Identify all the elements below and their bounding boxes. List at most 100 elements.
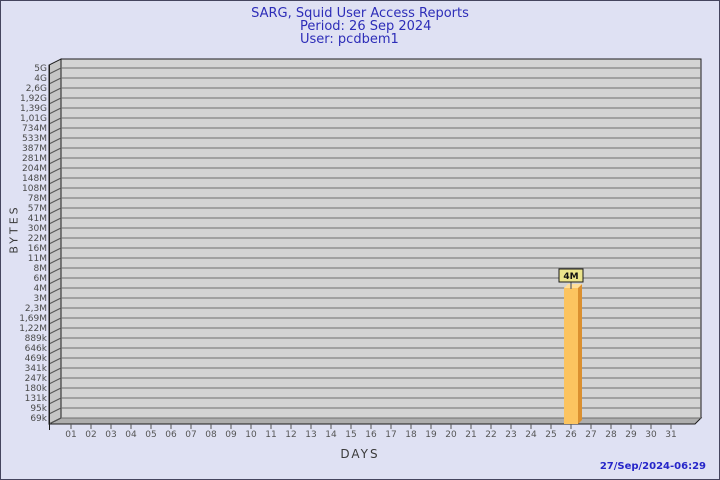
y-tick-mark [48,67,62,75]
y-tick-label: 30M [28,224,47,234]
y-tick-mark [48,357,62,365]
y-tick-mark [48,327,62,335]
y-tick-mark [48,367,62,375]
y-tick-mark [48,137,62,145]
y-tick-mark [48,157,62,165]
y-tick-mark [48,187,62,195]
y-tick-label: 646k [25,344,48,354]
y-tick-mark [48,167,62,175]
y-tick-label: 95k [30,404,47,414]
x-tick-label: 21 [465,430,476,440]
x-tick-label: 26 [565,430,577,440]
x-tick-label: 03 [105,430,116,440]
y-tick-mark [48,177,62,185]
x-tick-label: 05 [145,430,156,440]
y-tick-label: 78M [28,194,47,204]
y-tick-label: 6M [34,274,48,284]
x-axis-title: DAYS [340,447,380,461]
y-tick-label: 16M [28,244,47,254]
y-tick-label: 1,39G [20,104,47,114]
y-tick-mark [48,207,62,215]
y-tick-label: 204M [22,164,47,174]
y-tick-label: 131k [25,394,48,404]
x-tick-label: 09 [225,430,237,440]
y-tick-label: 5G [34,64,47,74]
x-tick-label: 18 [405,430,417,440]
y-tick-mark [48,217,62,225]
chart-period: Period: 26 Sep 2024 [300,19,432,34]
x-tick-label: 04 [125,430,137,440]
y-tick-mark [48,267,62,275]
x-tick-label: 08 [205,430,217,440]
y-tick-mark [48,277,62,285]
y-tick-mark [48,117,62,125]
bar-face [564,288,578,424]
y-tick-label: 57M [28,204,47,214]
x-tick-label: 11 [265,430,276,440]
y-tick-label: 1,92G [20,94,47,104]
x-tick-label: 27 [585,430,596,440]
y-tick-label: 1,22M [19,324,47,334]
y-tick-label: 11M [28,254,47,264]
y-tick-mark [48,77,62,85]
bar-value-label: 4M [563,272,578,282]
x-tick-label: 02 [85,430,96,440]
y-tick-label: 22M [28,234,47,244]
x-tick-label: 25 [545,430,556,440]
y-tick-label: 3M [34,294,48,304]
x-tick-label: 30 [645,430,657,440]
y-tick-mark [48,237,62,245]
y-tick-label: 180k [25,384,48,394]
x-tick-label: 01 [65,430,76,440]
y-tick-mark [48,227,62,235]
x-tick-label: 29 [625,430,637,440]
y-tick-label: 41M [28,214,47,224]
y-tick-mark [48,147,62,155]
y-tick-mark [48,317,62,325]
y-tick-mark [48,107,62,115]
y-tick-label: 387M [22,144,47,154]
y-tick-label: 2,6G [26,84,47,94]
x-tick-label: 06 [165,430,177,440]
x-tick-label: 22 [485,430,496,440]
y-tick-label: 281M [22,154,47,164]
y-tick-label: 247k [25,374,48,384]
y-tick-mark [48,247,62,255]
x-tick-label: 23 [505,430,516,440]
x-tick-label: 19 [425,430,437,440]
x-tick-label: 20 [445,430,457,440]
y-tick-mark [48,347,62,355]
y-tick-label: 69k [30,414,47,424]
y-tick-label: 533M [22,134,47,144]
x-tick-label: 24 [525,430,537,440]
x-tick-label: 10 [245,430,257,440]
y-tick-mark [48,377,62,385]
y-tick-mark [48,387,62,395]
chart-user: User: pcdbem1 [300,32,399,47]
y-tick-mark [48,257,62,265]
y-tick-label: 108M [22,184,47,194]
y-tick-label: 1,01G [20,114,47,124]
chart-title: SARG, Squid User Access Reports [251,6,469,21]
y-tick-label: 4M [34,284,48,294]
y-tick-mark [48,337,62,345]
bar-side-face [578,284,582,424]
y-tick-mark [48,297,62,305]
generated-timestamp: 27/Sep/2024-06:29 [599,461,706,472]
y-tick-label: 8M [34,264,48,274]
x-tick-label: 31 [665,430,676,440]
x-tick-label: 15 [345,430,356,440]
y-tick-mark [48,417,62,425]
y-tick-mark [48,407,62,415]
y-tick-label: 734M [22,124,47,134]
bar-top-face [564,284,582,288]
y-tick-label: 148M [22,174,47,184]
y-tick-mark [48,307,62,315]
x-tick-label: 07 [185,430,196,440]
y-tick-label: 469k [25,354,48,364]
y-tick-mark [48,287,62,295]
y-tick-mark [48,87,62,95]
x-tick-label: 28 [605,430,617,440]
y-tick-mark [48,97,62,105]
